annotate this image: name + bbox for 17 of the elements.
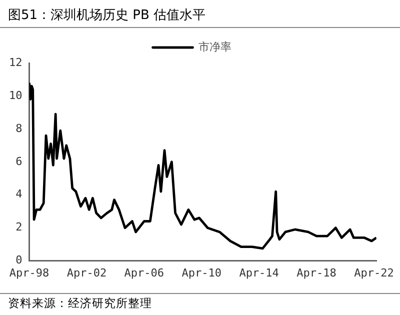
y-tick-label: 2	[16, 220, 22, 234]
x-tick-label: Apr-14	[239, 266, 280, 280]
y-tick-label: 0	[16, 254, 22, 267]
x-tick-label: Apr-10	[182, 266, 222, 280]
legend-label: 市净率	[198, 40, 232, 54]
x-tick-label: Apr-18	[296, 266, 336, 280]
y-tick-label: 4	[16, 188, 23, 201]
y-tick-label: 10	[8, 88, 22, 102]
chart-title: 图51：深圳机场历史 PB 估值水平	[8, 7, 206, 24]
y-tick-label: 8	[16, 122, 22, 135]
text: 资料来源：经济研究所整理	[8, 296, 152, 311]
x-tick-label: Apr-02	[66, 266, 107, 280]
x-tick-label: Apr-06	[124, 266, 164, 280]
x-tick-label: Apr-22	[354, 266, 394, 280]
x-tick-label: Apr-98	[9, 266, 50, 280]
y-tick-label: 12	[8, 56, 22, 69]
y-tick-label: 6	[16, 154, 22, 168]
